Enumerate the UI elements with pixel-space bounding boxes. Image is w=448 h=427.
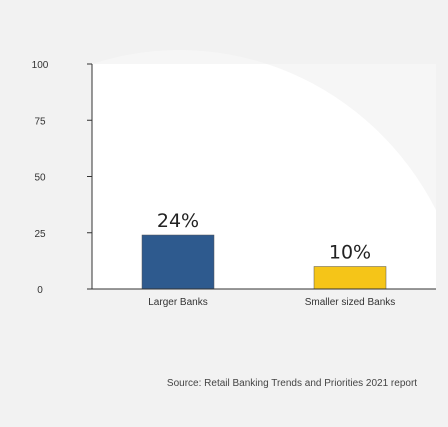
y-tick-label: 0 [37,285,43,296]
data-label: 10% [329,242,371,264]
bar-larger-banks [141,234,215,290]
x-category-label: Larger Banks [148,297,207,308]
data-label: 24% [157,210,199,232]
y-tick-label: 50 [34,173,46,184]
y-tick-label: 75 [34,116,46,127]
y-tick-label: 100 [32,60,49,71]
plot-arc-decoration [92,50,436,210]
y-tick-label: 25 [34,229,46,240]
y-axis: 0 25 50 75 100 [32,60,93,296]
x-axis: Larger Banks Smaller sized Banks [92,288,436,308]
bar-smaller-sized-banks [313,266,387,290]
bars: 24% 10% [141,210,387,290]
source-note: Source: Retail Banking Trends and Priori… [167,378,417,389]
x-category-label: Smaller sized Banks [305,297,396,308]
